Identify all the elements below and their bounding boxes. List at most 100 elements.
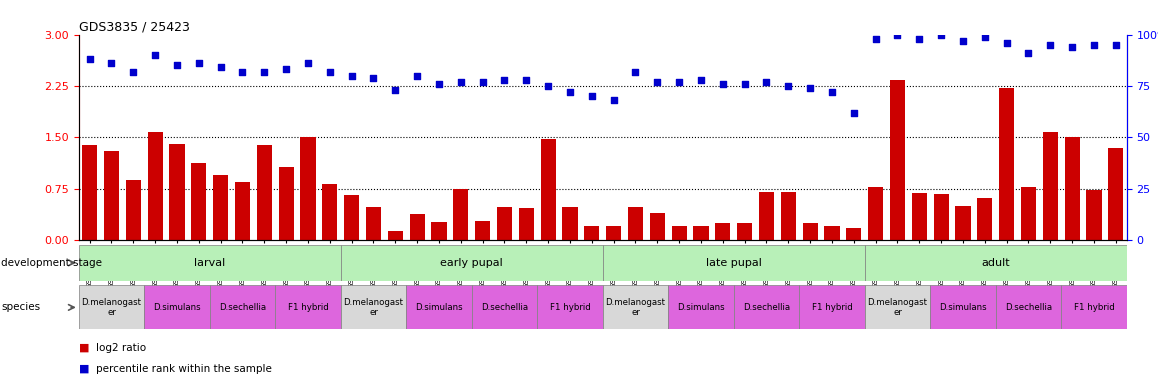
Bar [736, 223, 753, 240]
Bar [519, 208, 534, 240]
Point [1041, 42, 1060, 48]
Text: D.simulans: D.simulans [939, 303, 987, 312]
Bar [497, 207, 512, 240]
Point [604, 97, 623, 103]
Bar [802, 223, 818, 240]
Bar [145, 285, 210, 329]
Point [518, 77, 536, 83]
Point [975, 33, 994, 40]
Bar [865, 285, 930, 329]
Bar [79, 245, 340, 281]
Text: ■: ■ [79, 343, 89, 353]
Point [1107, 42, 1126, 48]
Text: D.melanogast
er: D.melanogast er [606, 298, 666, 317]
Bar [276, 285, 340, 329]
Text: development stage: development stage [1, 258, 102, 268]
Bar [537, 285, 602, 329]
Bar [279, 167, 294, 240]
Bar [300, 137, 316, 240]
Bar [191, 163, 206, 240]
Bar [889, 80, 906, 240]
Point [277, 66, 295, 73]
Bar [210, 285, 276, 329]
Text: D.melanogast
er: D.melanogast er [81, 298, 141, 317]
Bar [911, 194, 926, 240]
Bar [650, 213, 665, 240]
Bar [340, 245, 602, 281]
Point [691, 77, 710, 83]
Point [866, 36, 885, 42]
Point [997, 40, 1016, 46]
Point [321, 68, 339, 74]
Bar [1064, 137, 1079, 240]
Bar [257, 146, 272, 240]
Bar [104, 151, 119, 240]
Bar [1021, 187, 1036, 240]
Text: D.sechellia: D.sechellia [743, 303, 790, 312]
Bar [977, 197, 992, 240]
Bar [602, 245, 865, 281]
Bar [1061, 285, 1127, 329]
Point [299, 60, 317, 66]
Point [844, 109, 863, 116]
Bar [235, 182, 250, 240]
Point [538, 83, 557, 89]
Text: F1 hybrid: F1 hybrid [287, 303, 329, 312]
Text: F1 hybrid: F1 hybrid [1073, 303, 1114, 312]
Bar [388, 231, 403, 240]
Point [474, 79, 492, 85]
Text: D.melanogast
er: D.melanogast er [867, 298, 928, 317]
Bar [453, 189, 469, 240]
Bar [672, 226, 687, 240]
Point [757, 79, 776, 85]
Bar [541, 139, 556, 240]
Point [408, 73, 426, 79]
Text: larval: larval [195, 258, 226, 268]
Bar [780, 192, 796, 240]
Point [582, 93, 601, 99]
Point [496, 77, 514, 83]
Point [954, 38, 973, 44]
Text: D.melanogast
er: D.melanogast er [344, 298, 403, 317]
Bar [410, 214, 425, 240]
Text: F1 hybrid: F1 hybrid [550, 303, 591, 312]
Bar [1042, 132, 1058, 240]
Bar [602, 285, 668, 329]
Text: percentile rank within the sample: percentile rank within the sample [96, 364, 272, 374]
Bar [406, 285, 471, 329]
Text: D.simulans: D.simulans [153, 303, 200, 312]
Point [365, 74, 383, 81]
Point [124, 68, 142, 74]
Point [233, 68, 251, 74]
Bar [1086, 190, 1101, 240]
Bar [213, 175, 228, 240]
Bar [82, 146, 97, 240]
Bar [734, 285, 799, 329]
Point [1019, 50, 1038, 56]
Text: D.simulans: D.simulans [677, 303, 725, 312]
Bar [930, 285, 996, 329]
Bar [79, 285, 145, 329]
Point [735, 81, 754, 87]
Text: species: species [1, 302, 41, 313]
Point [669, 79, 688, 85]
Bar [471, 285, 537, 329]
Bar [584, 226, 600, 240]
Point [168, 62, 186, 68]
Bar [996, 285, 1061, 329]
Text: F1 hybrid: F1 hybrid [812, 303, 852, 312]
Point [648, 79, 667, 85]
Bar [933, 194, 948, 240]
Point [779, 83, 798, 89]
Bar [716, 223, 731, 240]
Bar [475, 221, 490, 240]
Point [1085, 42, 1104, 48]
Bar [824, 226, 840, 240]
Bar [868, 187, 884, 240]
Text: log2 ratio: log2 ratio [96, 343, 146, 353]
Bar [340, 285, 406, 329]
Point [146, 52, 164, 58]
Bar [799, 285, 865, 329]
Point [212, 65, 230, 71]
Text: ■: ■ [79, 364, 89, 374]
